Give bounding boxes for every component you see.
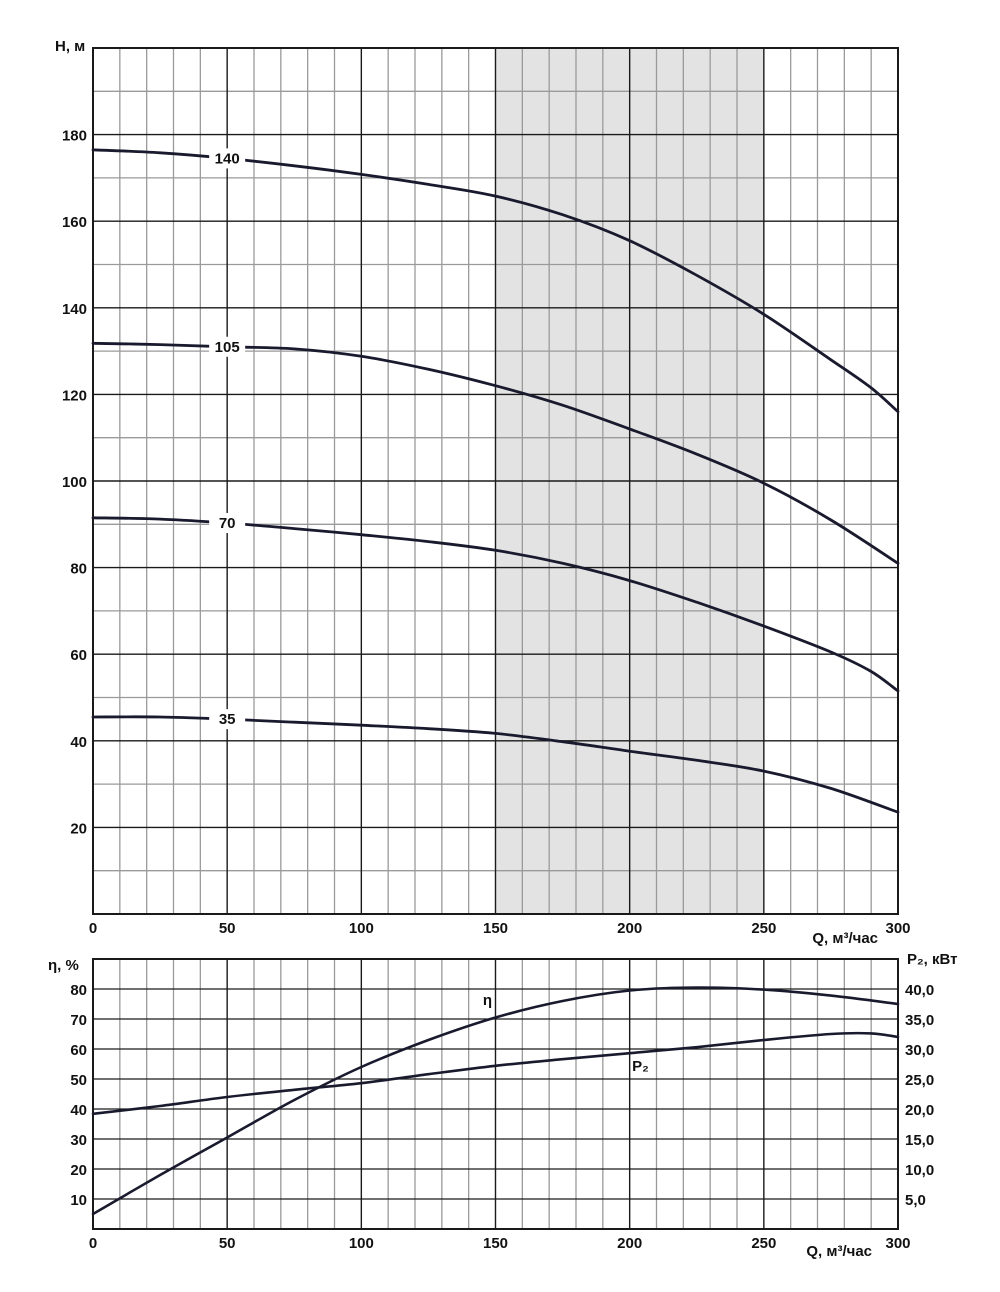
y-right-axis-label: P₂, кВт	[907, 951, 958, 968]
y-right-tick-label: 10,0	[905, 1162, 934, 1179]
head-curve-chart: 0 50 100 150 200 250 300 20 40 60 80 100 120 140 160 18…	[55, 38, 911, 947]
efficiency-curve	[91, 986, 900, 1216]
y-tick-label: 30	[70, 1132, 87, 1149]
y-right-tick-label: 30,0	[905, 1042, 934, 1059]
power-curve	[91, 1031, 900, 1116]
y-tick-label: 120	[62, 387, 87, 404]
y-tick-label: 50	[70, 1072, 87, 1089]
efficiency-curve-label: η	[483, 992, 492, 1009]
x-axis-label: Q, м³/час	[806, 1243, 872, 1260]
x-tick-label: 0	[89, 920, 97, 937]
x-tick-label: 250	[751, 1235, 776, 1252]
y-tick-label: 80	[70, 982, 87, 999]
curve-label-140: 140	[215, 150, 240, 167]
y-right-tick-label: 25,0	[905, 1072, 934, 1089]
x-tick-label: 50	[219, 1235, 236, 1252]
curve-label-35: 35	[219, 711, 236, 728]
y-tick-label: 40	[70, 1102, 87, 1119]
x-tick-label: 300	[885, 920, 910, 937]
x-tick-label: 150	[483, 920, 508, 937]
y-right-tick-label: 35,0	[905, 1012, 934, 1029]
curve-label-bg	[209, 709, 246, 730]
y-tick-label: 140	[62, 301, 87, 318]
x-tick-label: 100	[349, 920, 374, 937]
plot-frame	[92, 47, 899, 915]
power-curve-label: P₂	[632, 1058, 649, 1075]
y-tick-label: 160	[62, 214, 87, 231]
plot-frame	[92, 958, 899, 1230]
curve-label-bg	[209, 336, 246, 357]
y-tick-label: 60	[70, 1042, 87, 1059]
efficiency-power-chart: 0 50 100 150 200 250 300 10 20 30 40 50 60 70 80 5,0 10,…	[48, 951, 958, 1260]
curve-label-bg	[209, 513, 246, 534]
x-tick-label: 150	[483, 1235, 508, 1252]
y-right-tick-label: 15,0	[905, 1132, 934, 1149]
x-tick-label: 50	[219, 920, 236, 937]
y-tick-label: 60	[70, 647, 87, 664]
y-tick-label: 20	[70, 820, 87, 837]
y-axis-label: η, %	[48, 957, 79, 974]
y-right-tick-label: 5,0	[905, 1192, 926, 1209]
x-tick-label: 300	[885, 1235, 910, 1252]
x-axis-label: Q, м³/час	[812, 930, 878, 947]
x-tick-label: 100	[349, 1235, 374, 1252]
y-right-tick-label: 40,0	[905, 982, 934, 999]
y-tick-label: 100	[62, 474, 87, 491]
y-axis-label: H, м	[55, 38, 85, 55]
y-tick-label: 80	[70, 561, 87, 578]
curve-label-70: 70	[219, 515, 236, 532]
x-tick-label: 200	[617, 1235, 642, 1252]
y-tick-label: 10	[70, 1192, 87, 1209]
curve-label-105: 105	[215, 339, 240, 356]
curve-label-bg	[209, 148, 246, 169]
y-tick-label: 180	[62, 128, 87, 145]
y-tick-label: 70	[70, 1012, 87, 1029]
x-tick-label: 250	[751, 920, 776, 937]
y-tick-label: 40	[70, 734, 87, 751]
x-tick-label: 0	[89, 1235, 97, 1252]
y-right-tick-label: 20,0	[905, 1102, 934, 1119]
x-tick-label: 200	[617, 920, 642, 937]
y-tick-label: 20	[70, 1162, 87, 1179]
